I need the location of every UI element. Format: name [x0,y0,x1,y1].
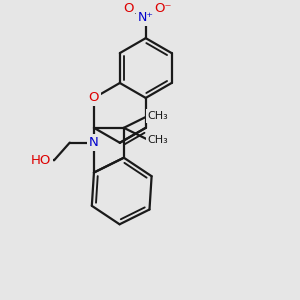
Text: CH₃: CH₃ [148,111,168,121]
Text: O: O [123,2,133,15]
Text: N⁺: N⁺ [138,11,154,24]
Text: O: O [89,92,99,104]
Text: O⁻: O⁻ [154,2,172,15]
Text: CH₃: CH₃ [148,135,168,145]
Text: HO: HO [31,154,52,167]
Text: N: N [89,136,99,149]
